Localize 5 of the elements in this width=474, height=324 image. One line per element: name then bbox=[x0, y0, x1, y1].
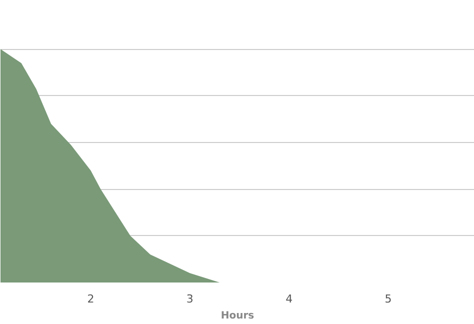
x-axis-title: Hours bbox=[220, 310, 254, 322]
x-tick-label: 5 bbox=[384, 292, 392, 306]
x-tick-label: 2 bbox=[87, 292, 94, 306]
x-tick-label: 3 bbox=[186, 292, 194, 306]
x-tick-label: 4 bbox=[286, 292, 293, 306]
